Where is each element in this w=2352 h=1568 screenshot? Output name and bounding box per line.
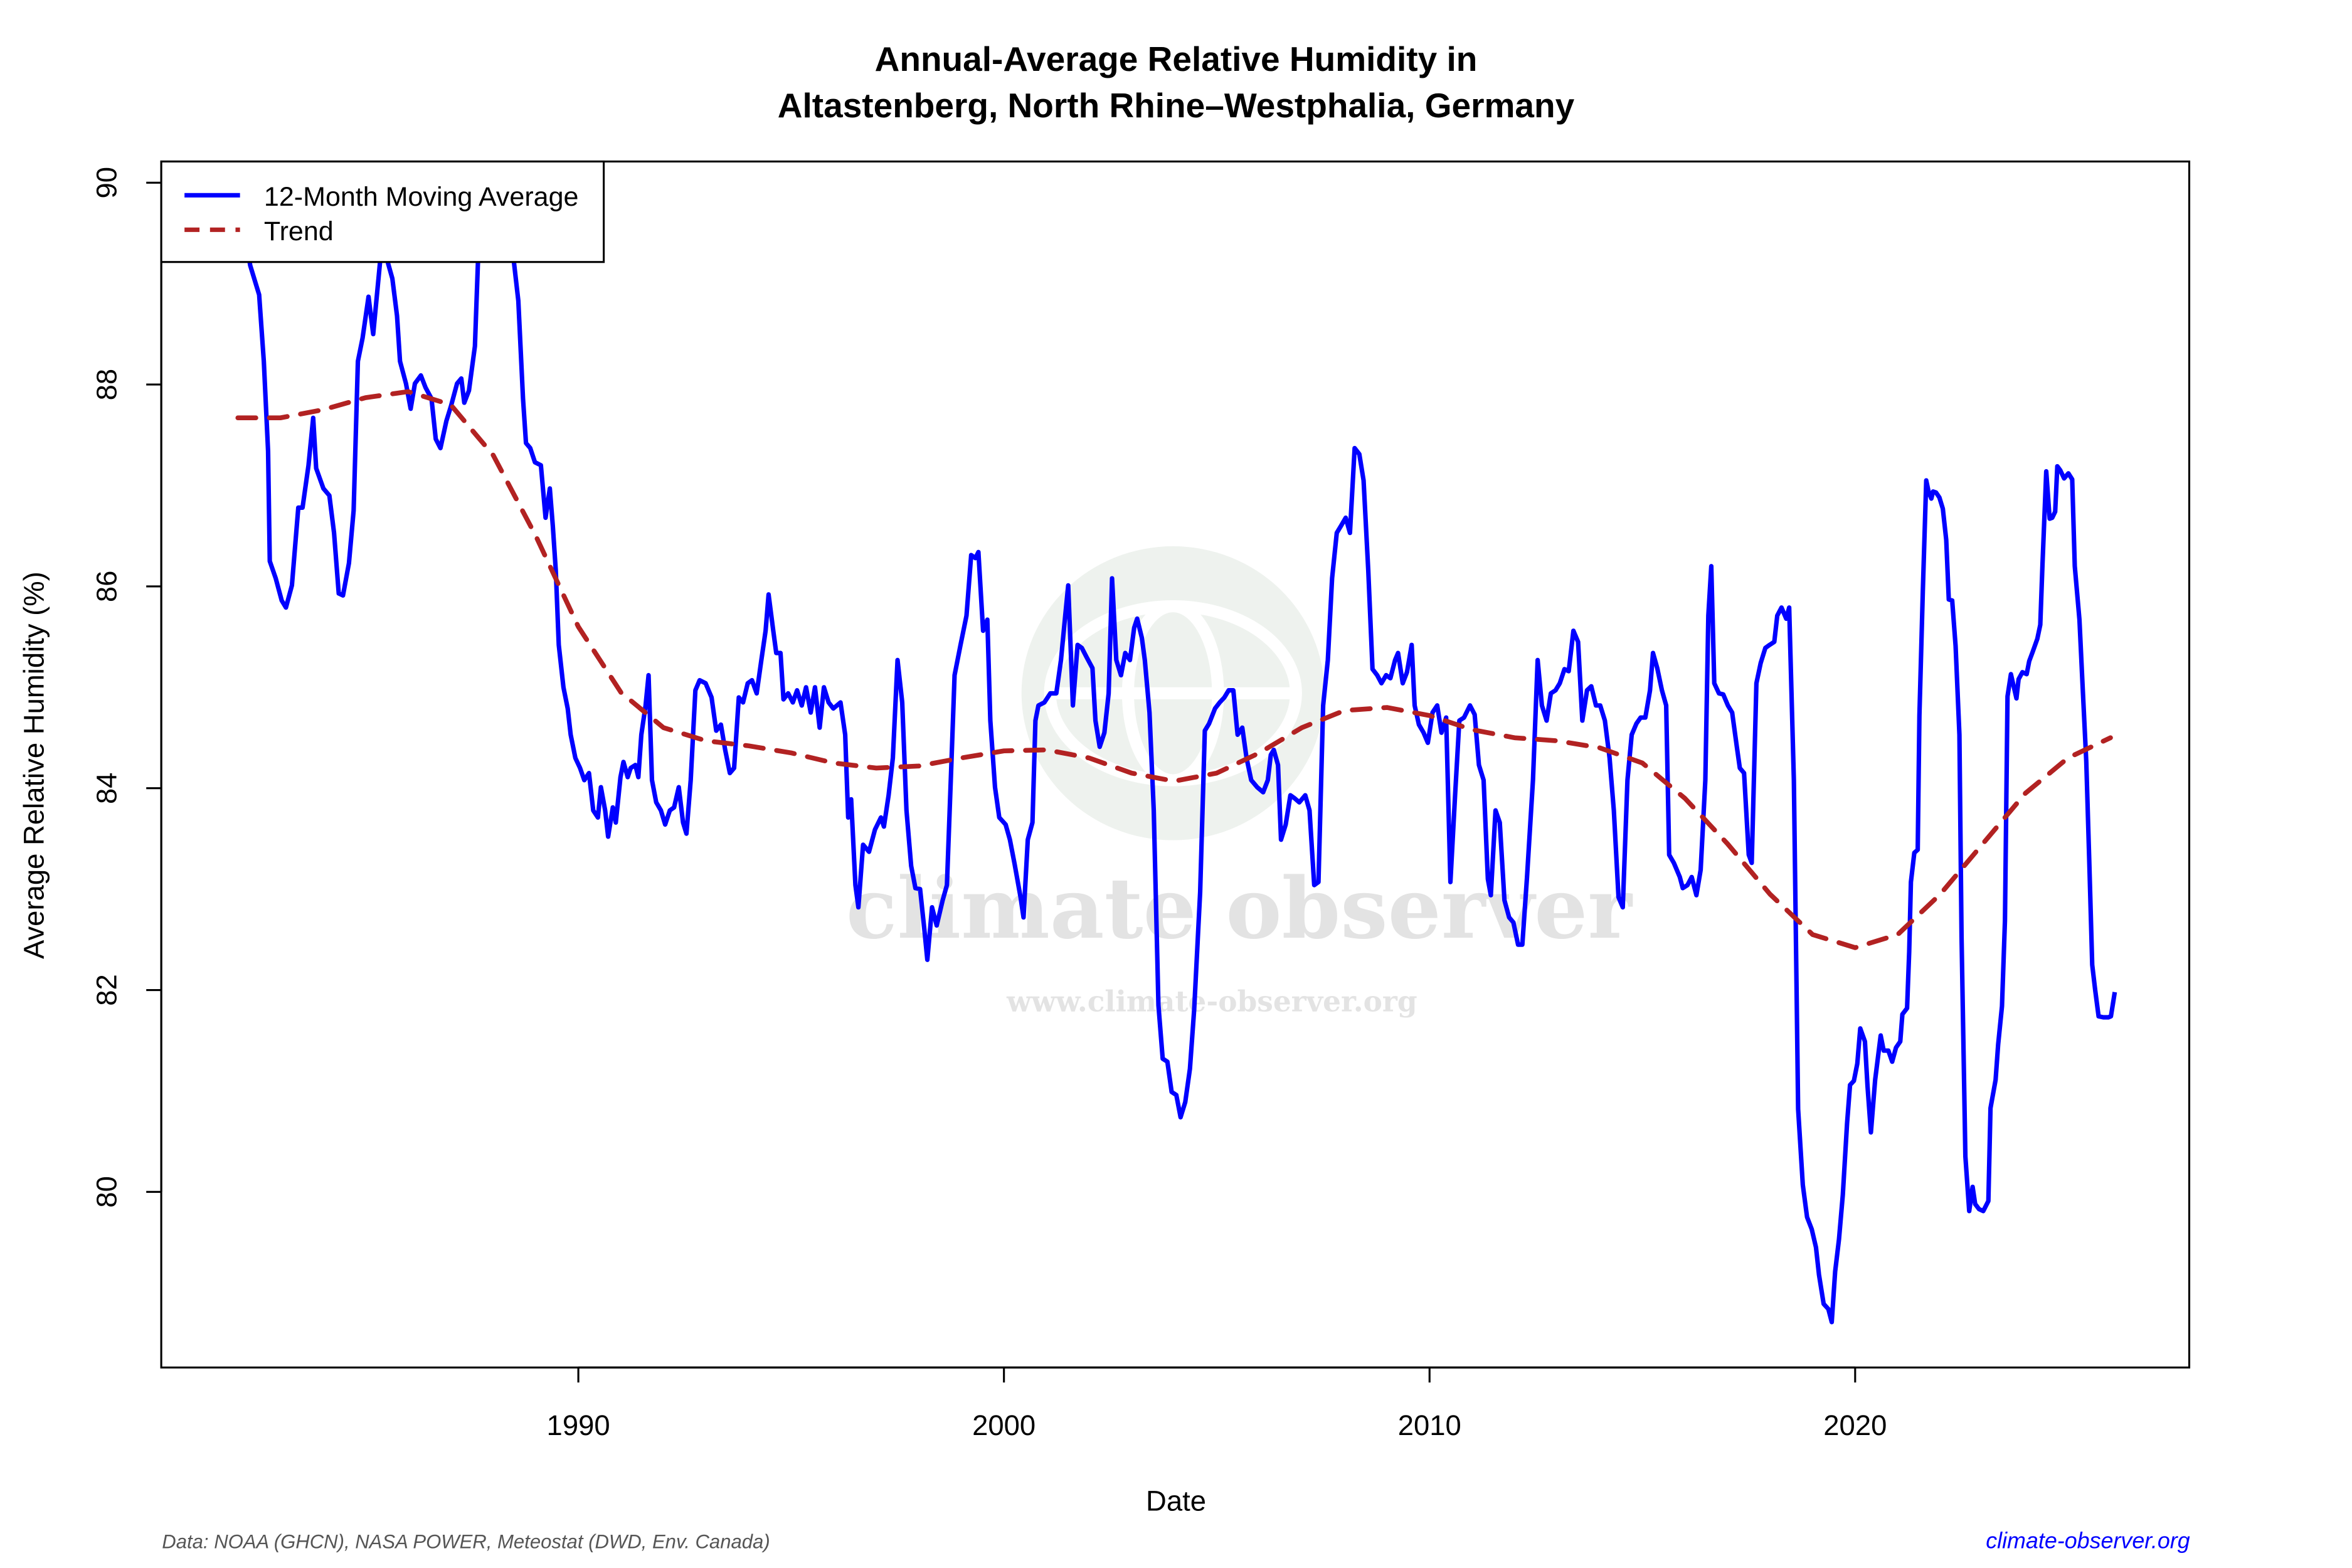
series-line-moving-average bbox=[237, 162, 2117, 1325]
x-tick-label: 2010 bbox=[1398, 1409, 1461, 1441]
y-tick-label: 82 bbox=[90, 974, 122, 1006]
watermark-title: climate observer bbox=[846, 859, 1633, 958]
footer-link[interactable]: climate-observer.org bbox=[1986, 1528, 2190, 1554]
chart-title: Annual-Average Relative Humidity in bbox=[875, 40, 1478, 78]
x-tick-label: 2020 bbox=[1823, 1409, 1887, 1441]
y-tick-label: 88 bbox=[90, 369, 122, 401]
legend: 12-Month Moving Average Trend bbox=[160, 160, 605, 263]
watermark: climate observer www.climate-observer.or… bbox=[846, 546, 1633, 1018]
y-tick-label: 86 bbox=[90, 571, 122, 603]
series-layer bbox=[235, 162, 2117, 1325]
y-axis-label: Average Relative Humidity (%) bbox=[18, 571, 50, 959]
x-tick-label: 2000 bbox=[972, 1409, 1036, 1441]
y-tick-label: 80 bbox=[90, 1176, 122, 1208]
y-tick-label: 90 bbox=[90, 167, 122, 199]
y-axis: 80 82 84 86 88 90 bbox=[90, 167, 162, 1208]
y-tick-label: 84 bbox=[90, 772, 122, 804]
x-axis: 1990 2000 2010 2020 bbox=[547, 1366, 1887, 1441]
footer-source: Data: NOAA (GHCN), NASA POWER, Meteostat… bbox=[162, 1531, 770, 1553]
watermark-url: www.climate-observer.org bbox=[1006, 984, 1417, 1018]
chart-subtitle: Altastenberg, North Rhine–Westphalia, Ge… bbox=[778, 86, 1575, 125]
legend-label-trend: Trend bbox=[264, 216, 334, 246]
legend-label-moving-average: 12-Month Moving Average bbox=[264, 182, 579, 212]
x-tick-label: 1990 bbox=[547, 1409, 610, 1441]
series-line-trend bbox=[235, 389, 2113, 950]
x-axis-label: Date bbox=[1146, 1485, 1206, 1517]
